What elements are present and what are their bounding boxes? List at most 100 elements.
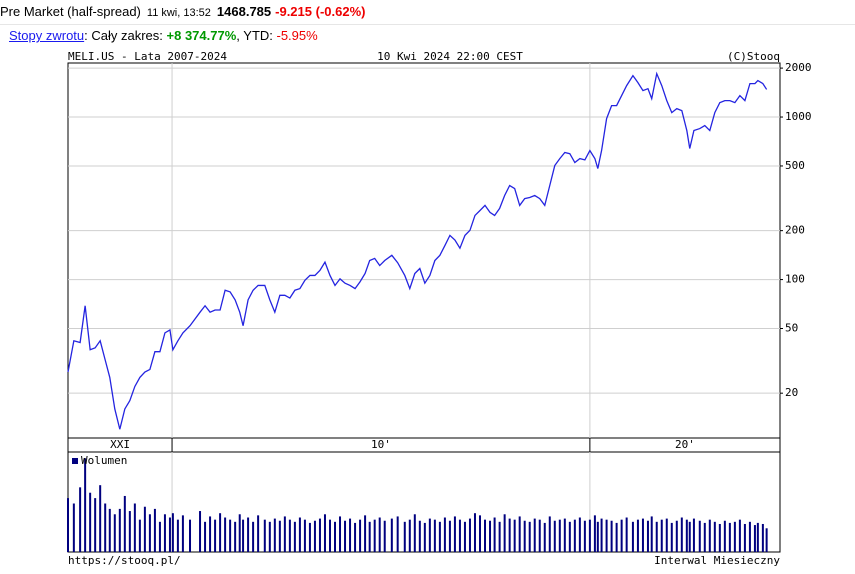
volume-bar [685, 519, 688, 552]
volume-bar [298, 517, 301, 552]
volume-bar [288, 519, 291, 552]
y-tick-label: 200 [785, 224, 805, 237]
volume-bar [610, 520, 613, 552]
quote-line: Pre Market (half-spread) 11 kwi, 13:52 146… [0, 4, 365, 19]
volume-bar [123, 495, 126, 552]
volume-bar [615, 522, 618, 552]
volume-bar [548, 516, 551, 552]
chart-interval: Interwal Miesieczny [654, 554, 780, 567]
volume-bar [458, 519, 461, 552]
volume-bar [641, 518, 644, 552]
volume-bar [688, 521, 691, 552]
volume-bar [503, 514, 506, 552]
volume-bar [104, 503, 107, 552]
volume-bar [728, 522, 731, 552]
volume-bar [523, 520, 526, 552]
volume-bar [578, 517, 581, 552]
volume-bar [94, 498, 97, 552]
volume-bar [278, 520, 281, 552]
volume-bar [238, 514, 241, 552]
volume-bar [448, 520, 451, 552]
y-tick-label: 50 [785, 322, 798, 335]
volume-bar [318, 518, 321, 552]
volume-bar [600, 518, 603, 552]
volume-bar [176, 519, 179, 552]
volume-bar [224, 517, 227, 552]
volume-bar [708, 519, 711, 552]
volume-bar [513, 519, 516, 552]
volume-bar [334, 521, 336, 552]
volume-bar [453, 516, 456, 552]
volume-bar [655, 521, 658, 552]
volume-bar [498, 521, 501, 552]
quote-label: Pre Market (half-spread) [0, 4, 141, 19]
volume-bar [242, 519, 245, 552]
volume-bar [620, 519, 623, 552]
volume-bar [181, 515, 184, 552]
volume-bar [313, 520, 316, 552]
x-section-label: 20' [675, 438, 695, 451]
volume-bar [403, 521, 406, 552]
volume-bar [138, 519, 141, 552]
volume-bar [533, 518, 536, 552]
volume-bar [413, 514, 416, 552]
volume-bar [596, 521, 599, 552]
chart-credit: (C)Stooq [727, 50, 780, 63]
volume-bar [508, 518, 511, 552]
volume-bar [433, 519, 436, 552]
volume-bar [631, 521, 634, 552]
volume-bar [303, 519, 306, 552]
volume-bar [605, 519, 608, 552]
volume-bar [283, 516, 286, 552]
volume-bar [473, 513, 476, 552]
volume-bar [558, 519, 561, 552]
volume-bar [89, 492, 92, 552]
volume-bar [359, 519, 362, 552]
volume-bar [143, 506, 146, 552]
volume-bar [743, 523, 746, 552]
legend-label: Wolumen [81, 454, 127, 467]
volume-bar [257, 515, 260, 552]
volume-bar [168, 517, 171, 552]
volume-bar [209, 516, 212, 552]
quote-price: 1468.785 [216, 4, 272, 19]
volume-bar [293, 521, 296, 552]
volume-bar [538, 519, 541, 552]
volume-bar [344, 520, 347, 552]
x-section-label: XXI [110, 438, 130, 451]
volume-bar [489, 520, 492, 552]
volume-bar [349, 518, 352, 552]
volume-bar [396, 516, 399, 552]
volume-bar [660, 519, 663, 552]
volume-bar [364, 515, 367, 552]
volume-bar [738, 519, 741, 552]
returns-link[interactable]: Stopy zwrotu [9, 28, 85, 43]
separator [0, 24, 855, 25]
volume-bar [219, 513, 222, 552]
quote-time: 11 kwi, 13:52 [146, 7, 211, 19]
volume-bar [568, 521, 571, 552]
x-section-label: 10' [371, 438, 391, 451]
volume-bar [163, 514, 166, 552]
quote-change: -9.215 (-0.62%) [275, 4, 366, 19]
volume-bar [528, 521, 531, 552]
volume-bar [670, 522, 673, 552]
ytd-label: , YTD: [236, 28, 277, 43]
volume-bar [733, 521, 736, 552]
chart-title: MELI.US - Lata 2007-2024 [68, 50, 227, 63]
volume-bar [113, 514, 116, 552]
volume-bar [263, 519, 266, 552]
volume-bar [214, 519, 217, 552]
volume-bar [553, 520, 556, 552]
plot-frame [67, 62, 781, 553]
volume-bar [153, 508, 156, 552]
volume-bar [308, 522, 311, 552]
range-label: : Cały zakres: [84, 28, 167, 43]
y-tick-label: 100 [785, 273, 805, 286]
volume-bar [189, 519, 192, 552]
volume-bar [646, 520, 649, 552]
volume-bar [128, 511, 131, 552]
volume-bar [748, 521, 751, 552]
volume-bar [713, 521, 716, 552]
